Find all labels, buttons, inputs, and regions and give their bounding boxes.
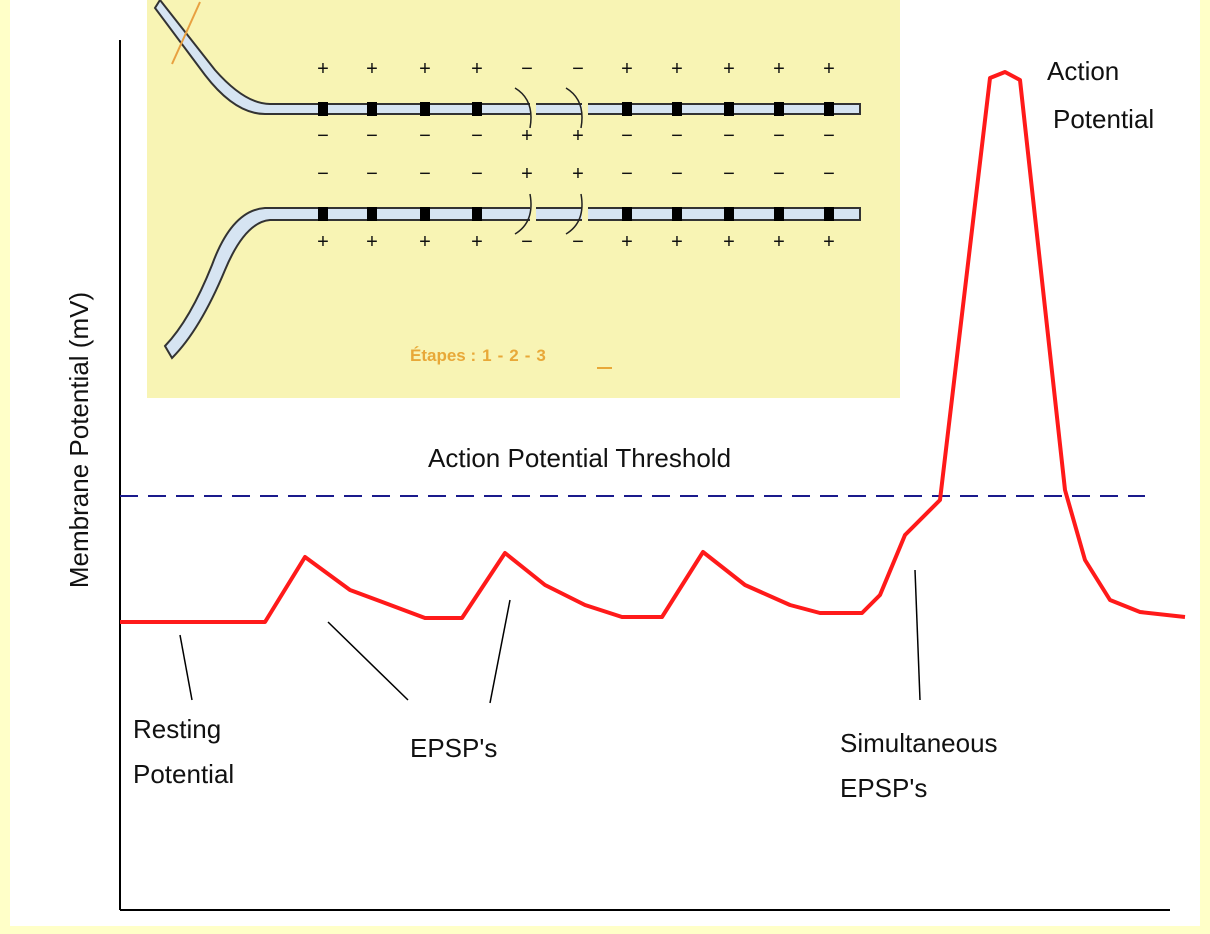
charge: −: [521, 231, 533, 253]
step-item: 3: [536, 346, 545, 365]
charge: −: [621, 163, 633, 185]
charge: +: [366, 58, 378, 80]
charge: +: [621, 231, 633, 253]
charge: −: [723, 163, 735, 185]
charge: +: [823, 58, 835, 80]
line: Potential: [133, 759, 234, 789]
step-item: 1: [482, 346, 491, 365]
charge: +: [671, 58, 683, 80]
charge: −: [671, 125, 683, 147]
diagram: + + + + − − + + + + + − − − − + + − − − − − − − − − + + − − − − − + + + + − − +…: [0, 0, 1210, 934]
charge: +: [419, 231, 431, 253]
charge: −: [419, 163, 431, 185]
line: Action: [1047, 56, 1119, 86]
charge: −: [366, 163, 378, 185]
charge: +: [471, 231, 483, 253]
charge: +: [572, 125, 584, 147]
charge: +: [366, 231, 378, 253]
line: Resting: [133, 714, 221, 744]
charge: −: [419, 125, 431, 147]
charge: +: [621, 58, 633, 80]
charge: −: [671, 163, 683, 185]
charge: +: [823, 231, 835, 253]
charge: −: [471, 125, 483, 147]
line: Simultaneous: [840, 728, 998, 758]
charge: +: [521, 163, 533, 185]
charge: −: [621, 125, 633, 147]
step-item: -: [498, 346, 504, 365]
charge: −: [823, 125, 835, 147]
charge: −: [521, 58, 533, 80]
charge: −: [572, 58, 584, 80]
line: Potential: [1053, 104, 1154, 134]
charge: +: [521, 125, 533, 147]
charge: +: [471, 58, 483, 80]
charge: +: [773, 58, 785, 80]
charge: −: [366, 125, 378, 147]
charge: −: [773, 125, 785, 147]
threshold-label: Action Potential Threshold: [428, 443, 731, 473]
charge: −: [471, 163, 483, 185]
charge: −: [572, 231, 584, 253]
charge: −: [773, 163, 785, 185]
page: + + + + − − + + + + + − − − − + + − − − − − − − − − + + − − − − − + + + + − − +…: [0, 0, 1210, 934]
charge: +: [317, 58, 329, 80]
charge: −: [317, 125, 329, 147]
epsps-label: EPSP's: [410, 733, 497, 763]
y-axis-label: Membrane Potential (mV): [64, 292, 94, 588]
charge: +: [317, 231, 329, 253]
charge: −: [723, 125, 735, 147]
charge: +: [572, 163, 584, 185]
line: EPSP's: [840, 773, 927, 803]
charge: +: [671, 231, 683, 253]
charge: +: [419, 58, 431, 80]
step-item: -: [525, 346, 531, 365]
step-item: 2: [509, 346, 518, 365]
charge: −: [317, 163, 329, 185]
charge: −: [823, 163, 835, 185]
charge: +: [773, 231, 785, 253]
step-item: Étapes :: [410, 346, 476, 365]
charge: +: [723, 58, 735, 80]
charge: +: [723, 231, 735, 253]
